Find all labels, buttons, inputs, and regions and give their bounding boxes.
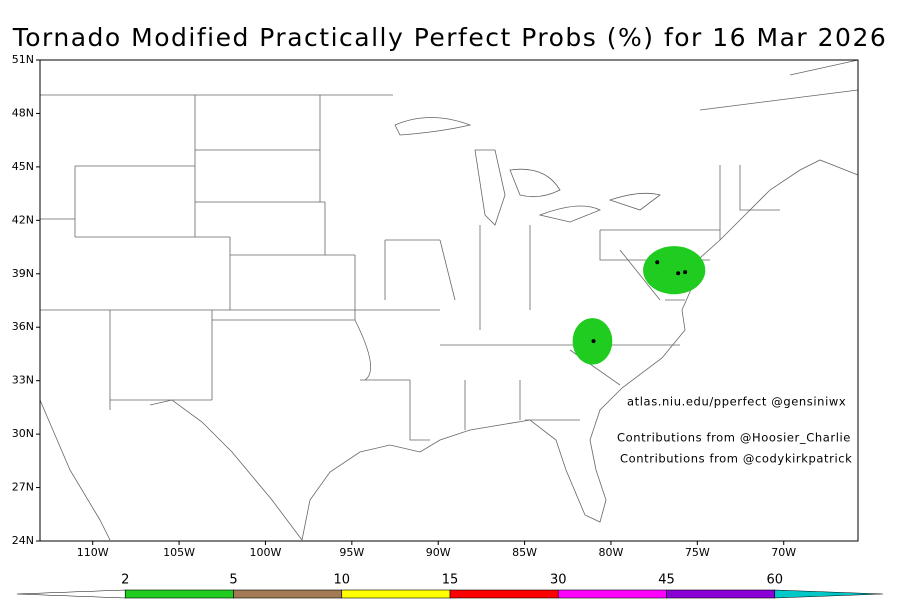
lon-tick-label: 100W [250,546,282,559]
lat-tick-label: 24N [12,534,34,547]
credit: Contributions from @Hoosier_Charlie [617,431,851,445]
tornado-report [676,271,681,276]
colorbar-label: 45 [658,573,675,588]
lat-tick-label: 45N [12,160,34,173]
colorbar-segment [557,589,667,599]
map-frame [39,59,859,542]
credit: atlas.niu.edu/pperfect @gensiniwx [627,395,846,409]
lat-tick-label: 36N [12,320,34,333]
great-lakes [394,59,859,226]
tornado-report [683,270,688,275]
lon-tick-label: 105W [163,546,195,559]
borders [40,94,780,441]
lon-tick-label: 75W [685,546,710,559]
probability-area [643,246,706,295]
colorbar-under [16,589,126,599]
lat-tick-label: 39N [12,267,34,280]
lon-tick-label: 90W [426,546,451,559]
map-title: Tornado Modified Practically Perfect Pro… [12,23,888,52]
lat-tick-label: 30N [12,427,34,440]
tornado-report [655,260,660,265]
colorbar-label: 60 [766,573,783,588]
lat-tick-label: 48N [12,106,34,119]
lon-tick-label: 85W [512,546,537,559]
colorbar-segment [449,589,559,599]
colorbar-segment [666,589,776,599]
lon-tick-label: 95W [339,546,364,559]
colorbar-segment [341,589,451,599]
colorbar-segment [233,589,343,599]
credit: Contributions from @codykirkpatrick [620,452,852,466]
tornado-report [591,339,596,344]
lat-tick-label: 51N [12,53,34,66]
lat-tick-label: 27N [12,481,34,494]
lon-tick-label: 70W [771,546,796,559]
basemap [39,59,859,541]
coastline [39,159,859,541]
lon-tick-label: 80W [599,546,624,559]
lat-tick-label: 33N [12,374,34,387]
colorbar-label: 15 [442,573,459,588]
colorbar-label: 2 [121,573,129,588]
colorbar-over [774,589,884,599]
colorbar-segment [124,589,234,599]
colorbar-label: 5 [229,573,237,588]
colorbar-label: 10 [333,573,350,588]
lon-tick-label: 110W [77,546,109,559]
colorbar-label: 30 [550,573,567,588]
lat-tick-label: 42N [12,213,34,226]
